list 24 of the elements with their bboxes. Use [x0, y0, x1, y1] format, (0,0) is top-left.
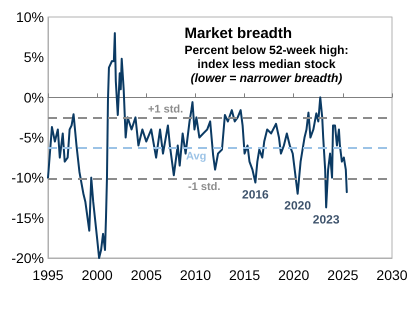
y-tick-label: -20%: [11, 250, 44, 266]
x-tick-label: 2015: [228, 267, 260, 283]
y-tick-label: 5%: [24, 49, 44, 66]
x-tick-label: 2030: [376, 267, 408, 283]
y-tick-label: 10%: [16, 9, 44, 25]
annotation: 2020: [284, 198, 312, 213]
y-tick-label: -10%: [11, 170, 44, 186]
ref-line-label: -1 std.: [188, 180, 220, 193]
ref-line-label: +1 std.: [148, 104, 184, 116]
x-tick-label: 2025: [327, 267, 359, 283]
x-tick-label: 2000: [82, 267, 113, 283]
x-tick-label: 1995: [32, 267, 64, 283]
annotation: 2016: [242, 187, 270, 202]
text: Percent below 52-week high: index less median stock: [184, 43, 348, 71]
x-tick-label: 2010: [180, 267, 212, 283]
annotation: 2023: [312, 212, 340, 226]
y-tick-label: -5%: [19, 130, 44, 146]
text: Market breadth: [184, 25, 292, 42]
x-tick-label: 2005: [130, 267, 162, 283]
y-tick-label: -15%: [11, 210, 44, 226]
ref-line-label: Avg: [186, 150, 206, 162]
y-tick-label: 0%: [24, 89, 44, 106]
x-tick-label: 2020: [278, 267, 310, 283]
annotation: (lower = narrower breadth): [190, 71, 342, 85]
